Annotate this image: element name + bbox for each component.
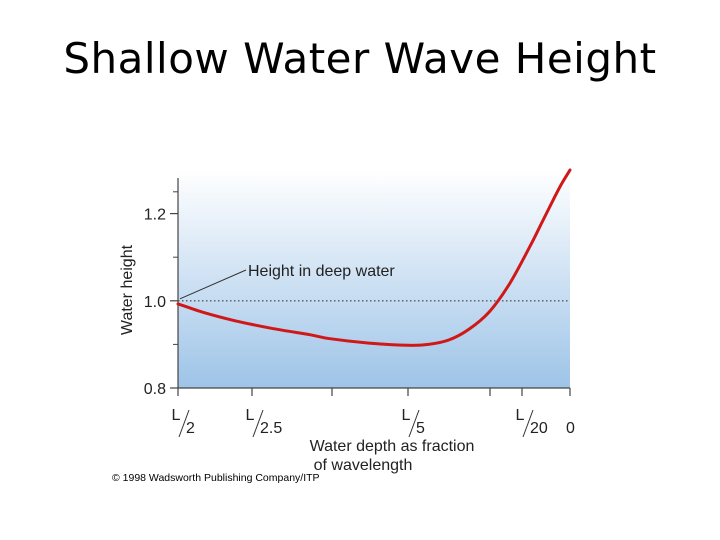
reference-label-leader-line	[179, 269, 247, 300]
x-tick-denominator: 2.5	[260, 420, 282, 437]
slide-title: Shallow Water Wave Height	[63, 34, 657, 83]
x-axis-title-line-1: Water depth as fraction	[310, 438, 475, 455]
series-line	[176, 168, 572, 347]
x-tick-fraction-slash	[178, 409, 190, 438]
x-tick-denominator: 20	[530, 420, 548, 437]
x-tick-denominator: 5	[416, 420, 425, 437]
y-axis-title: Water height	[119, 244, 136, 335]
reference-line-label: Height in deep water	[248, 263, 395, 280]
x-tick-numerator: L	[246, 407, 255, 424]
y-tick-label: 1.0	[144, 294, 166, 311]
y-tick-label: 1.2	[144, 207, 166, 224]
y-tick-label: 0.8	[144, 381, 166, 398]
x-tick-fraction-slash	[522, 409, 534, 438]
x-tick-numerator: L	[402, 407, 411, 424]
plot-area	[178, 170, 570, 388]
y-axis: 0.8 1.0 1.2	[144, 178, 179, 398]
x-tick-fraction-slash	[252, 409, 264, 438]
x-axis-title-line-2: of wavelength	[314, 457, 413, 474]
x-tick-numerator: L	[172, 407, 181, 424]
x-tick-denominator: 0	[566, 420, 575, 437]
series-group	[176, 168, 572, 347]
x-tick-numerator: L	[516, 407, 525, 424]
x-tick-fraction-slash	[408, 409, 420, 438]
x-tick-denominator: 2	[186, 420, 195, 437]
copyright-text: © 1998 Wadsworth Publishing Company/ITP	[112, 472, 320, 484]
reference-line-group: Height in deep water	[178, 263, 570, 302]
